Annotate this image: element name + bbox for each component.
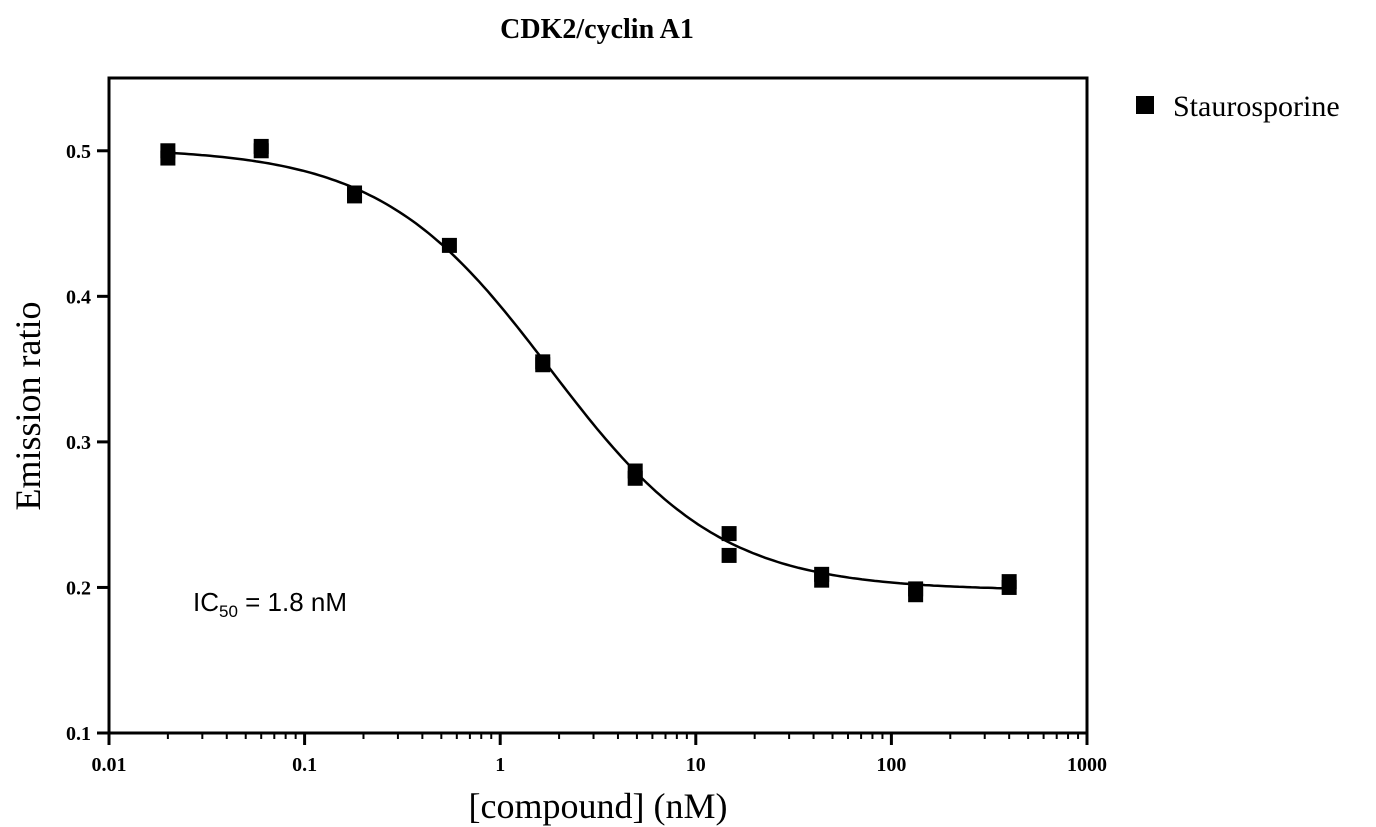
data-point (441, 237, 457, 253)
data-point (253, 143, 269, 159)
x-tick-label: 10 (686, 754, 706, 776)
y-tick-label: 0.3 (66, 432, 91, 454)
legend-marker-square (1136, 96, 1154, 114)
ic50-value: = 1.8 nM (238, 587, 347, 617)
data-point (160, 150, 176, 166)
data-point (814, 572, 830, 588)
y-tick-label: 0.5 (66, 141, 91, 163)
ic50-prefix: IC (193, 587, 219, 617)
data-point (347, 188, 363, 204)
chart-title: CDK2/cyclin A1 (500, 14, 694, 45)
data-point (721, 547, 737, 563)
x-axis-label: [compound] (nM) (469, 786, 728, 826)
ic50-annotation: IC50 = 1.8 nM (193, 587, 347, 621)
data-point (721, 526, 737, 542)
fit-curve (167, 151, 1010, 590)
y-tick-label: 0.4 (66, 286, 91, 308)
x-tick-label: 1 (495, 754, 505, 776)
ic50-subscript: 50 (219, 602, 238, 621)
x-tick-label: 0.1 (292, 754, 317, 776)
legend: Staurosporine (1136, 90, 1340, 123)
x-tick-label: 100 (876, 754, 906, 776)
data-point (535, 357, 551, 373)
legend-label: Staurosporine (1173, 90, 1340, 123)
y-tick-label: 0.1 (66, 723, 91, 745)
data-point (1001, 579, 1017, 595)
y-tick-label: 0.2 (66, 577, 91, 599)
data-point (627, 470, 643, 486)
x-tick-label: 0.01 (92, 754, 127, 776)
plot-frame (107, 76, 1089, 735)
data-point (908, 587, 924, 603)
x-tick-label: 1000 (1067, 754, 1107, 776)
y-axis-label: Emission ratio (8, 302, 48, 511)
